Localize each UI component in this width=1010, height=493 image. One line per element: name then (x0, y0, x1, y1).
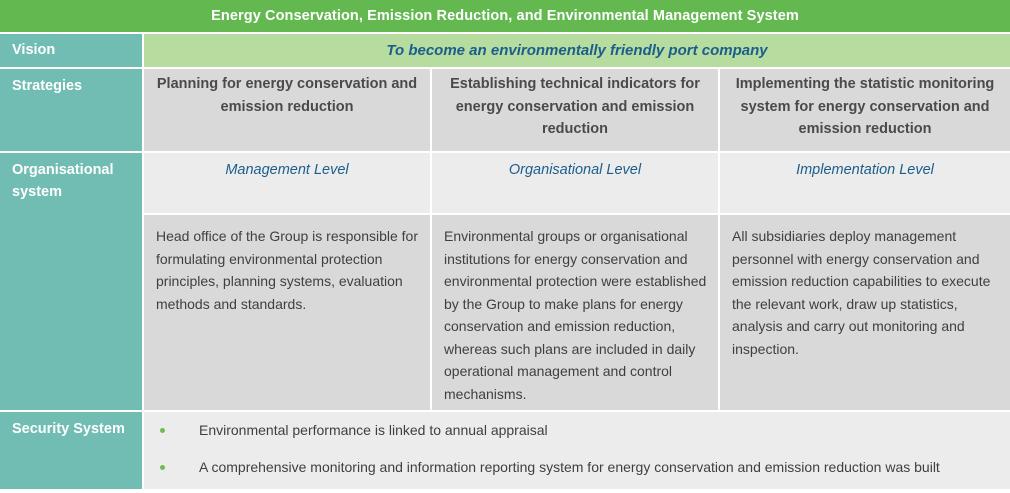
description-implementation: All subsidiaries deploy management perso… (720, 215, 1010, 410)
security-bullet-item: A comprehensive monitoring and informati… (160, 457, 940, 477)
security-bullet-text: A comprehensive monitoring and informati… (199, 459, 940, 475)
security-label: Security System (0, 412, 142, 489)
strategies-label: Strategies (0, 69, 142, 151)
vision-label: Vision (0, 34, 142, 67)
level-management: Management Level (144, 153, 430, 213)
bullet-icon (160, 464, 165, 470)
organisational-label: Organisational system (0, 153, 142, 410)
description-management: Head office of the Group is responsible … (144, 215, 430, 410)
level-implementation: Implementation Level (720, 153, 1010, 213)
strategy-monitoring: Implementing the statistic monitoring sy… (720, 69, 1010, 151)
vision-value: To become an environmentally friendly po… (144, 34, 1010, 67)
security-bullet-item: Environmental performance is linked to a… (160, 420, 548, 440)
strategy-indicators: Establishing technical indicators for en… (432, 69, 718, 151)
level-organisational: Organisational Level (432, 153, 718, 213)
security-bullet-text: Environmental performance is linked to a… (199, 422, 548, 438)
description-organisational: Environmental groups or organisational i… (432, 215, 718, 410)
table-title: Energy Conservation, Emission Reduction,… (0, 0, 1010, 32)
security-band (144, 412, 1010, 489)
strategy-planning: Planning for energy conservation and emi… (144, 69, 430, 151)
bullet-icon (160, 427, 165, 433)
